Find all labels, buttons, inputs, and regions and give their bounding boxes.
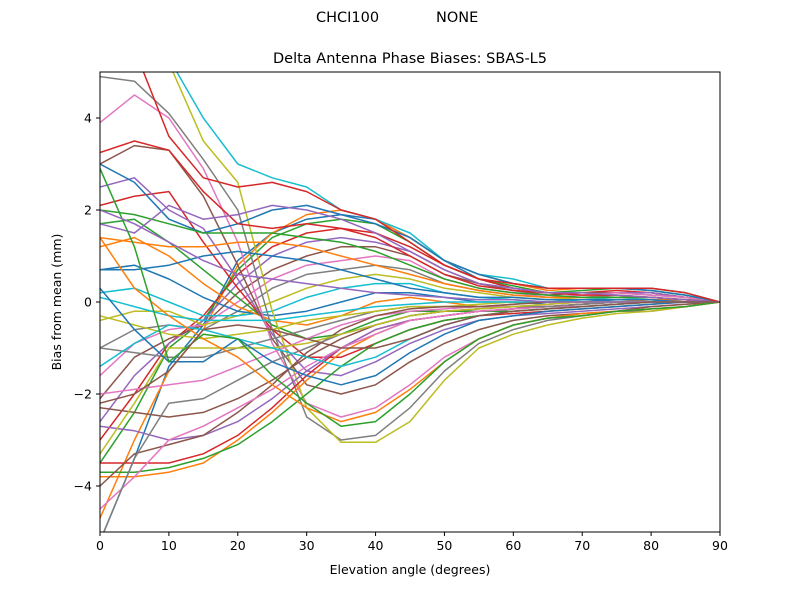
series-line-15 [100, 177, 720, 377]
chart-title: Delta Antenna Phase Biases: SBAS-L5 [273, 51, 547, 67]
y-axis-label: Bias from mean (mm) [49, 234, 64, 371]
series-layer [100, 72, 720, 532]
y-axis: −4 −2 0 2 4 [74, 111, 100, 494]
y-tick-label: 2 [84, 203, 92, 218]
series-line-31 [100, 250, 720, 303]
suptitle-station: CHCI100 [316, 10, 380, 26]
series-line-45 [100, 209, 720, 303]
x-tick-label: 10 [161, 538, 177, 553]
series-line-1 [103, 213, 720, 532]
x-tick-label: 20 [230, 538, 246, 553]
x-axis: 0 10 20 30 40 50 60 70 80 90 [96, 532, 728, 553]
y-tick-label: −4 [74, 479, 92, 494]
series-line-20 [175, 72, 720, 303]
x-tick-label: 90 [712, 538, 728, 553]
x-tick-label: 30 [299, 538, 315, 553]
series-line-25 [100, 301, 720, 441]
y-tick-label: 4 [84, 111, 92, 126]
x-tick-label: 60 [505, 538, 521, 553]
series-line-41 [100, 287, 720, 386]
series-line-44 [142, 72, 720, 303]
x-axis-label: Elevation angle (degrees) [330, 562, 491, 577]
suptitle-radome: NONE [436, 10, 479, 26]
series-line-46 [100, 301, 720, 404]
x-tick-label: 80 [643, 538, 659, 553]
x-tick-label: 70 [574, 538, 590, 553]
y-tick-label: −2 [74, 387, 92, 402]
x-tick-label: 0 [96, 538, 104, 553]
series-line-37 [100, 301, 720, 510]
series-line-19 [172, 72, 720, 444]
x-tick-label: 40 [368, 538, 384, 553]
x-tick-label: 50 [436, 538, 452, 553]
series-line-33 [100, 209, 720, 303]
series-line-35 [100, 204, 720, 303]
series-line-43 [100, 168, 720, 427]
y-tick-label: 0 [84, 295, 92, 310]
